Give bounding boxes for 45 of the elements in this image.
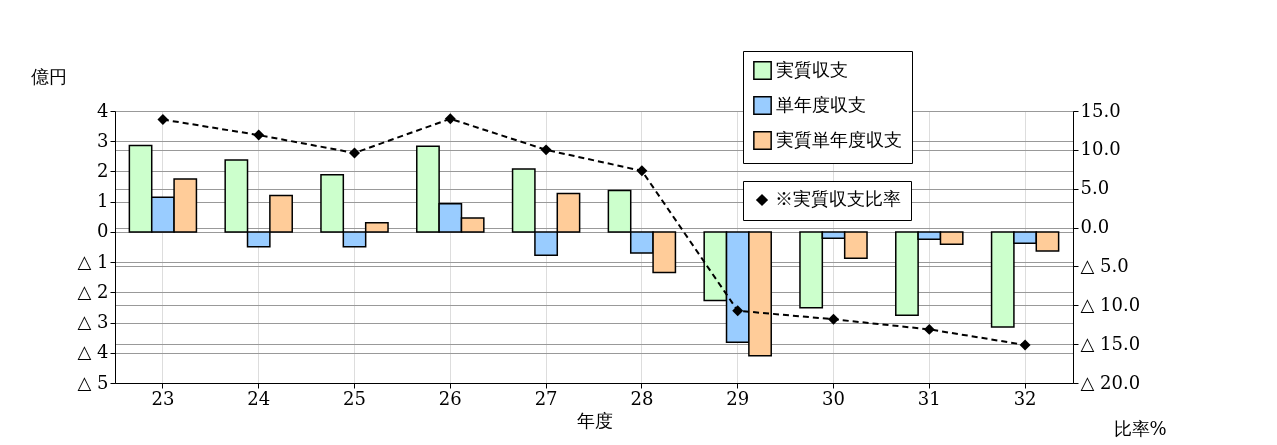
legend-label: 実質単年度収支 [776, 128, 902, 150]
y-tick-label: △ 4 [77, 341, 109, 363]
y2-tick-label: △ 15.0 [1080, 332, 1141, 354]
x-tick-label: 23 [151, 387, 175, 409]
y-tick-label: △ 1 [77, 250, 109, 272]
legend-label: 単年度収支 [776, 93, 866, 115]
point [1019, 339, 1031, 351]
y-tick-label: 2 [97, 159, 109, 181]
y2-axis-title: 比率% [1113, 417, 1167, 439]
point [349, 147, 360, 159]
y-tick-label: 4 [97, 99, 109, 121]
x-tick-label: 24 [247, 387, 271, 409]
y2-tick-label: 15.0 [1080, 99, 1121, 121]
x-tick-label: 25 [343, 387, 366, 409]
point [828, 313, 839, 325]
point [157, 114, 169, 126]
x-tick-label: 29 [726, 387, 750, 409]
x-axis-title: 年度 [576, 409, 613, 431]
x-tick-label: 28 [630, 387, 654, 409]
point [253, 129, 265, 141]
y2-tick-label: 10.0 [1080, 138, 1121, 160]
y-tick-label: 3 [97, 129, 109, 151]
y-tick-label: △ 5 [77, 371, 109, 393]
y2-tick-label: △ 10.0 [1080, 293, 1141, 315]
x-tick-label: 31 [917, 387, 941, 409]
y2-tick-label: △ 5.0 [1080, 254, 1129, 276]
x-tick-label: 30 [822, 387, 845, 409]
point [444, 113, 456, 125]
legend-label: ※実質収支比率 [775, 188, 901, 209]
x-tick-label: 26 [438, 387, 462, 409]
y2-tick-label: 5.0 [1080, 177, 1110, 199]
x-tick-label: 32 [1013, 387, 1037, 409]
x-tick-label: 27 [534, 387, 558, 409]
point [540, 144, 552, 156]
y-tick-label: 1 [97, 190, 109, 212]
y-tick-label: △ 3 [77, 311, 109, 333]
y-axis-title: 億円 [30, 65, 67, 87]
y2-tick-label: △ 20.0 [1080, 371, 1141, 393]
y-tick-label: 0 [97, 220, 109, 242]
y2-tick-label: 0.0 [1080, 216, 1110, 238]
y-tick-label: △ 2 [77, 280, 109, 302]
point [636, 165, 648, 177]
point [923, 323, 935, 335]
point [732, 305, 744, 317]
legend-label: 実質収支 [776, 58, 848, 80]
